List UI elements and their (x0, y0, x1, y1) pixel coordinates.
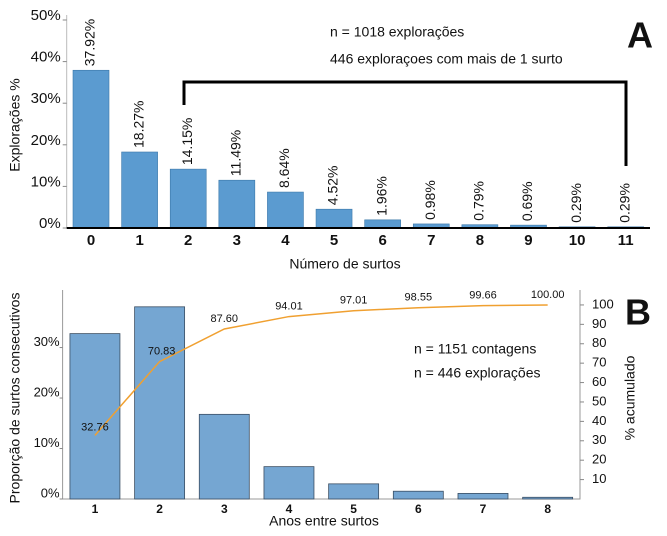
y-tick-label: 0% (41, 485, 60, 500)
bar (315, 208, 353, 229)
x-tick-label: 1 (92, 502, 99, 516)
value-label: 99.66 (469, 290, 497, 302)
value-label: 37.92% (82, 19, 98, 66)
bar (121, 151, 158, 229)
x-tick-label: 8 (544, 502, 551, 516)
value-label: 0.79% (471, 181, 487, 221)
value-label: 11.49% (228, 130, 244, 176)
bar (457, 492, 509, 500)
annotation: n = 446 explorações (414, 365, 540, 381)
bar (522, 496, 574, 500)
value-label: 100.00 (531, 289, 565, 301)
x-axis-label: Anos entre surtos (269, 513, 379, 529)
bar (72, 69, 110, 229)
y2-tick-label: 30 (592, 432, 606, 447)
panel-label: B (625, 292, 651, 333)
y-tick-label: 20% (34, 384, 60, 399)
bar (263, 466, 315, 500)
value-label: 14.15% (179, 118, 195, 165)
x-tick-label: 6 (378, 232, 386, 249)
bar (198, 413, 250, 500)
y-tick-label: 0% (39, 215, 61, 232)
y2-tick-label: 60 (592, 374, 606, 389)
x-tick-label: 7 (480, 502, 487, 516)
x-tick-label: 5 (350, 502, 357, 516)
bar (218, 179, 256, 229)
panel-label: A (627, 15, 653, 56)
x-tick-label: 4 (286, 502, 293, 516)
x-tick-label: 9 (524, 232, 532, 249)
y2-axis-label: % acumulado (622, 355, 638, 440)
y-tick-label: 10% (34, 435, 60, 450)
y-tick-label: 10% (31, 173, 61, 190)
x-tick-label: 1 (135, 232, 143, 249)
value-label: 94.01 (275, 300, 303, 312)
annotation: 446 exploraçoes com mais de 1 surto (330, 51, 563, 67)
bar (364, 219, 401, 229)
x-tick-label: 7 (427, 232, 435, 249)
value-label: 32.76 (81, 421, 109, 433)
value-label: 4.52% (325, 165, 341, 205)
value-label: 8.64% (276, 148, 292, 188)
y2-tick-label: 70 (592, 355, 606, 370)
cumulative-line (94, 304, 548, 436)
bar (267, 191, 304, 229)
y2-tick-label: 40 (592, 413, 606, 428)
y-axis-label: Proporção de surtos consecutivos (7, 293, 23, 504)
x-tick-label: 5 (330, 232, 338, 249)
value-label: 18.27% (130, 101, 146, 148)
x-tick-label: 6 (415, 502, 422, 516)
value-label: 0.29% (616, 183, 632, 223)
bar (169, 168, 207, 229)
bracket (182, 80, 628, 166)
y-axis-label: Explorações % (7, 78, 23, 171)
x-tick-label: 8 (476, 232, 484, 249)
x-tick-label: 3 (233, 232, 241, 249)
y2-tick-label: 90 (592, 316, 606, 331)
x-tick-label: 4 (281, 232, 290, 249)
y-tick-label: 50% (31, 7, 61, 24)
annotation: n = 1151 contagens (414, 341, 536, 357)
y2-tick-label: 100 (592, 296, 614, 311)
bar (328, 483, 380, 500)
y2-tick-label: 10 (592, 471, 606, 486)
y-tick-label: 30% (34, 334, 60, 349)
x-tick-label: 2 (156, 502, 163, 516)
value-label: 98.55 (405, 292, 433, 304)
y2-tick-label: 20 (592, 452, 606, 467)
y2-tick-label: 80 (592, 335, 606, 350)
x-tick-label: 3 (221, 502, 228, 516)
y-tick-label: 30% (31, 90, 61, 107)
value-label: 1.96% (373, 176, 389, 216)
y-tick-label: 20% (31, 132, 61, 149)
value-label: 97.01 (340, 295, 368, 307)
value-label: 0.69% (519, 181, 535, 221)
y2-tick-label: 50 (592, 393, 606, 408)
x-tick-label: 11 (618, 232, 634, 249)
value-label: 0.98% (422, 180, 438, 220)
annotation: n = 1018 explorações (330, 24, 464, 40)
x-tick-label: 2 (184, 232, 192, 249)
plot-frame (62, 290, 581, 500)
value-label: 87.60 (211, 313, 239, 325)
bar (134, 306, 186, 500)
x-tick-label: 0 (87, 232, 95, 249)
x-tick-label: 10 (569, 232, 586, 249)
value-label: 70.83 (148, 345, 176, 357)
bar (392, 490, 444, 500)
value-label: 0.29% (568, 183, 584, 223)
y-tick-label: 40% (31, 49, 61, 66)
x-axis-label: Número de surtos (289, 256, 400, 272)
